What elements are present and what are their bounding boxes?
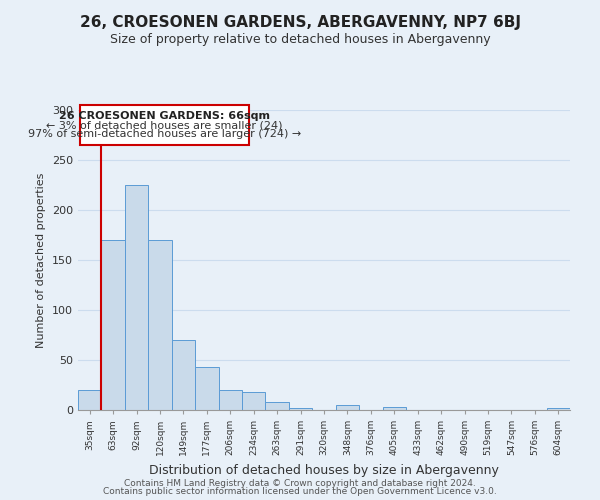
Text: ← 3% of detached houses are smaller (24): ← 3% of detached houses are smaller (24) (46, 120, 283, 130)
Text: Contains HM Land Registry data © Crown copyright and database right 2024.: Contains HM Land Registry data © Crown c… (124, 478, 476, 488)
Bar (265, 402, 289, 410)
Text: 26, CROESONEN GARDENS, ABERGAVENNY, NP7 6BJ: 26, CROESONEN GARDENS, ABERGAVENNY, NP7 … (79, 15, 521, 30)
Bar (336, 405, 359, 410)
Bar (289, 408, 312, 410)
Bar (125, 185, 148, 410)
Bar (195, 367, 218, 410)
Bar (547, 408, 570, 410)
Text: 26 CROESONEN GARDENS: 66sqm: 26 CROESONEN GARDENS: 66sqm (59, 111, 270, 121)
Text: 97% of semi-detached houses are larger (724) →: 97% of semi-detached houses are larger (… (28, 129, 301, 139)
Bar (218, 390, 242, 410)
Bar (242, 392, 265, 410)
Bar (101, 240, 125, 410)
FancyBboxPatch shape (80, 105, 249, 145)
Bar (78, 390, 101, 410)
Bar (172, 340, 195, 410)
Text: Size of property relative to detached houses in Abergavenny: Size of property relative to detached ho… (110, 32, 490, 46)
Y-axis label: Number of detached properties: Number of detached properties (37, 172, 46, 348)
X-axis label: Distribution of detached houses by size in Abergavenny: Distribution of detached houses by size … (149, 464, 499, 476)
Bar (148, 240, 172, 410)
Text: Contains public sector information licensed under the Open Government Licence v3: Contains public sector information licen… (103, 487, 497, 496)
Bar (383, 407, 406, 410)
